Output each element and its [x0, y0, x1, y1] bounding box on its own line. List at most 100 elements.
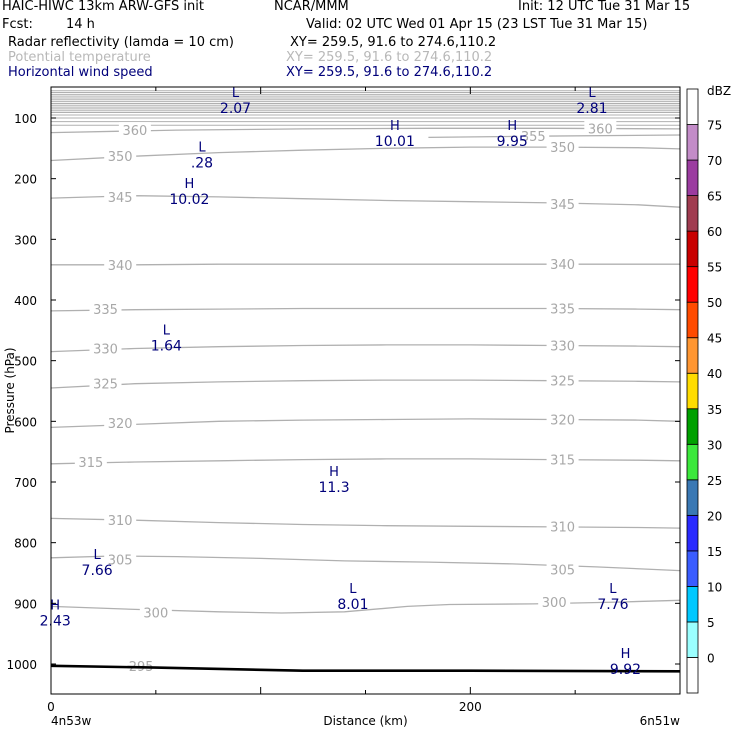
wind-low-marker: L	[588, 86, 596, 101]
theta-contour-360	[51, 127, 680, 134]
theta-label-bg	[546, 561, 579, 576]
theta-contour-350	[51, 146, 680, 162]
theta-contour-315	[51, 458, 680, 465]
colorbar-level-label: 60	[707, 225, 722, 239]
colorbar-swatch	[686, 195, 699, 232]
y-tick-label: 1000	[6, 658, 37, 672]
colorbar-level-label: 0	[707, 651, 715, 665]
theta-label: 305	[550, 563, 575, 578]
theta-label: 330	[550, 340, 575, 355]
wind-low-marker: L	[198, 140, 206, 155]
colorbar-swatch	[686, 372, 699, 410]
theta-contour-300	[51, 599, 680, 614]
colorbar-level-label: 65	[707, 190, 722, 204]
theta-label-bg	[546, 372, 579, 387]
theta-contour-305	[51, 555, 680, 572]
wind-high-marker: H	[329, 465, 339, 480]
x-start-label: 4n53w	[51, 714, 92, 728]
theta-label: 300	[143, 606, 168, 621]
valid-time: Valid: 02 UTC Wed 01 Apr 15 (23 LST Tue …	[306, 17, 648, 32]
colorbar-swatch	[686, 408, 699, 445]
wind-extremum-value: 9.95	[497, 134, 528, 150]
colorbar-swatch	[686, 621, 699, 658]
theta-label: 335	[550, 302, 575, 317]
organization: NCAR/MMM	[274, 0, 349, 14]
wind-extremum-value: 2.07	[220, 101, 251, 117]
theta-label-bg	[89, 375, 122, 390]
field-wind-name: Horizontal wind speed	[8, 65, 153, 80]
colorbar-swatch	[686, 301, 699, 339]
field-theta-name: Potential temperature	[8, 50, 151, 65]
wind-extremum-value: 9.92	[610, 662, 641, 678]
wind-extremum-value: 8.01	[337, 597, 368, 613]
theta-label-bg	[104, 512, 137, 527]
theta-label-bg	[104, 256, 137, 271]
theta-label: 340	[108, 259, 133, 274]
x-axis-label: Distance (km)	[323, 714, 407, 728]
y-axis-label: Pressure (hPa)	[3, 347, 17, 433]
theta-label: 320	[550, 414, 575, 429]
theta-label-bg	[546, 411, 579, 426]
wind-extremum-value: 2.43	[40, 613, 71, 629]
theta-label-bg	[104, 415, 137, 430]
theta-contour-340	[51, 263, 680, 266]
field-reflectivity-name: Radar reflectivity (lamda = 10 cm)	[8, 35, 234, 50]
x-tick-label: 0	[47, 700, 55, 714]
colorbar-level-label: 35	[707, 403, 722, 417]
wind-low-marker: L	[609, 582, 617, 597]
wind-high-marker: H	[390, 119, 400, 134]
wind-extremum-value: .28	[191, 155, 213, 171]
theta-label-bg	[546, 139, 579, 154]
theta-contour-310	[51, 517, 680, 529]
theta-contour-330	[51, 344, 680, 353]
colorbar-unit: dBZ	[707, 84, 731, 98]
colorbar-level-label: 50	[707, 296, 722, 310]
theta-label: 340	[550, 258, 575, 273]
theta-label-bg	[546, 196, 579, 211]
theta-label-bg	[104, 148, 137, 163]
theta-label-bg	[538, 594, 571, 609]
theta-label: 360	[588, 122, 613, 137]
colorbar-swatch	[686, 657, 699, 694]
wind-high-marker: H	[621, 647, 631, 662]
colorbar-swatch	[686, 550, 699, 587]
colorbar-level-label: 25	[707, 474, 722, 488]
colorbar-swatch	[686, 586, 699, 623]
colorbar-level-label: 5	[707, 616, 715, 630]
y-tick-label: 100	[14, 112, 37, 126]
theta-contour-345	[51, 195, 680, 208]
y-tick-label: 600	[14, 415, 37, 429]
theta-label: 350	[108, 150, 133, 165]
theta-label-bg	[546, 256, 579, 271]
wind-low-marker: L	[232, 86, 240, 101]
x-tick-label: 200	[459, 700, 482, 714]
theta-label-bg	[517, 128, 550, 143]
colorbar-level-label: 40	[707, 367, 722, 381]
colorbar-swatch	[686, 514, 699, 552]
model-title: HAIC-HIWC 13km ARW-GFS init	[2, 0, 204, 14]
y-tick-label: 400	[14, 294, 37, 308]
theta-label: 315	[78, 456, 103, 471]
colorbar-level-label: 15	[707, 545, 722, 559]
theta-label-bg	[74, 453, 107, 468]
y-tick-label: 500	[14, 355, 37, 369]
theta-label: 325	[550, 375, 575, 390]
wind-extremum-value: 10.01	[375, 134, 415, 150]
theta-label-bg	[104, 551, 137, 566]
wind-extremum-value: 7.76	[597, 597, 628, 613]
colorbar-swatch	[686, 124, 699, 161]
theta-label-bg	[546, 300, 579, 315]
wind-extremum-value: 11.3	[318, 480, 349, 496]
theta-label-bg	[546, 337, 579, 352]
theta-contour-320	[51, 418, 680, 429]
colorbar-level-label: 55	[707, 261, 722, 275]
wind-extrema: L2.07L2.81H10.01H9.95L.28H10.02L1.64H11.…	[40, 86, 641, 678]
y-tick-label: 300	[14, 233, 37, 247]
wind-high-marker: H	[184, 177, 194, 192]
theta-label: 345	[550, 198, 575, 213]
theta-label: 315	[550, 454, 575, 469]
wind-low-marker: L	[163, 324, 171, 339]
colorbar-level-label: 45	[707, 332, 722, 346]
theta-label: 330	[93, 343, 118, 358]
